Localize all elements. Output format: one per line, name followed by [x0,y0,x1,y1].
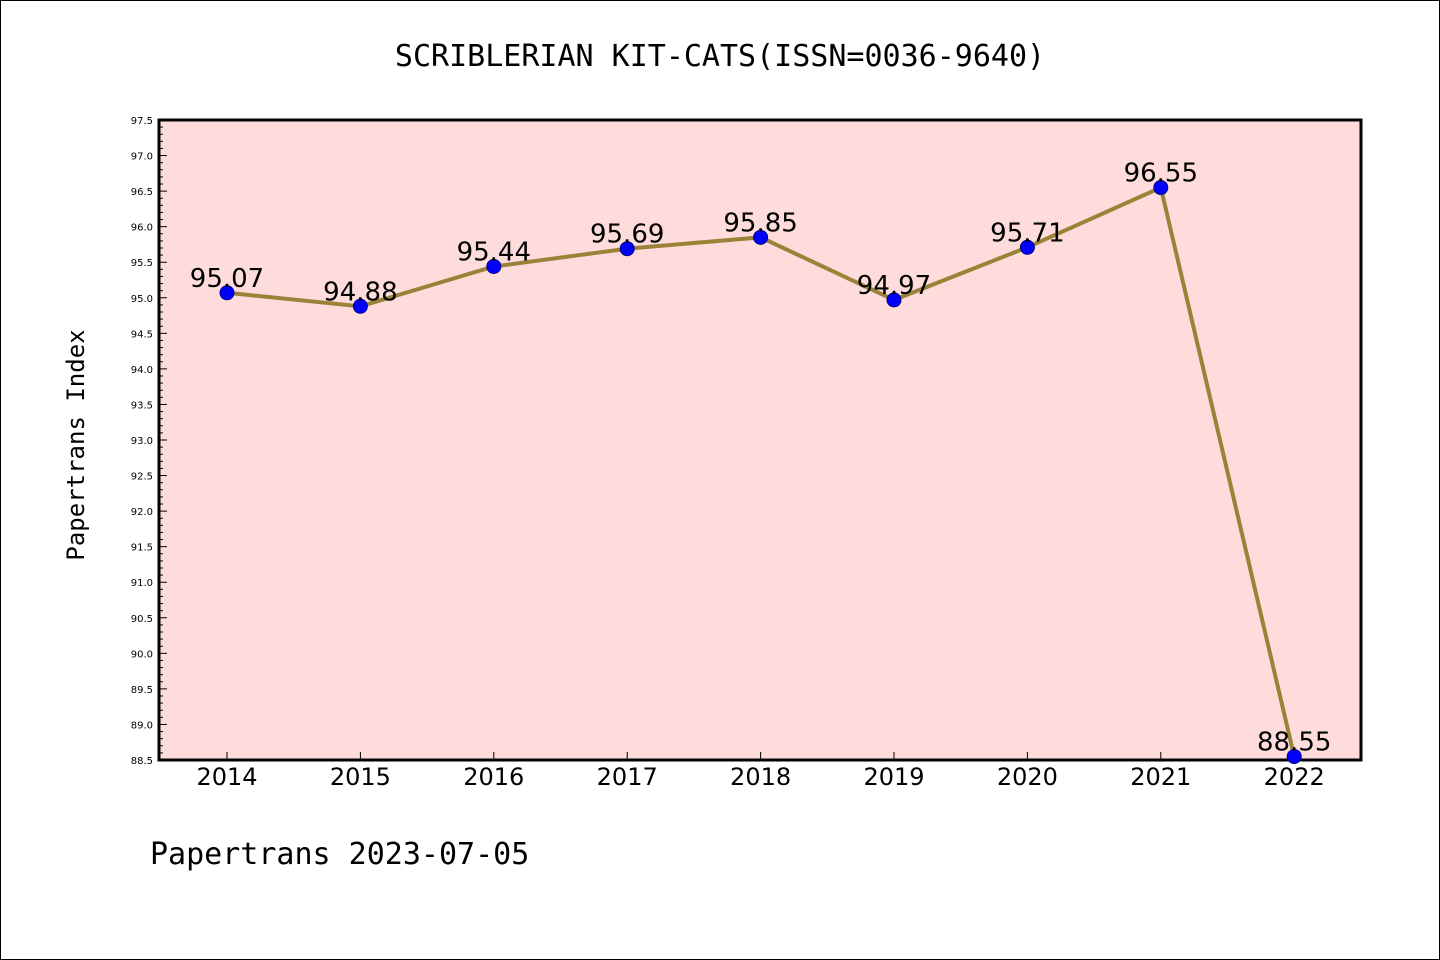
y-tick-label: 97.0 [131,152,153,163]
data-label: 94.88 [323,277,397,307]
y-tick-label: 92.0 [131,507,153,518]
y-tick-label: 93.5 [131,400,153,411]
y-tick-label: 91.5 [131,543,153,554]
y-tick-label: 88.5 [131,756,153,767]
y-tick-label: 90.5 [131,614,153,625]
data-point [753,229,769,245]
data-point [352,298,368,314]
y-tick-label: 95.5 [131,258,153,269]
y-tick-label: 94.0 [131,365,153,376]
y-tick-label: 91.0 [131,578,153,589]
data-label: 94.97 [857,271,931,301]
data-point [1286,748,1302,764]
x-tick-label: 2014 [196,763,257,791]
data-label: 95.44 [457,237,531,267]
x-tick-label: 2017 [597,763,658,791]
data-label: 95.69 [590,220,664,250]
data-label: 95.71 [990,218,1064,248]
x-tick-label: 2021 [1130,763,1191,791]
data-point [1019,239,1035,255]
y-tick-label: 89.0 [131,720,153,731]
data-label: 95.07 [190,264,264,294]
data-point [619,241,635,257]
y-tick-label: 96.5 [131,187,153,198]
data-labels: 95.07 94.88 95.44 95.69 95.85 94.97 95.71 96.55… [190,159,1332,758]
x-tick-label: 2016 [463,763,524,791]
y-tick-label: 90.0 [131,649,153,660]
chart-title: SCRIBLERIAN KIT-CATS(ISSN=0036-9640) [395,39,1045,74]
x-tick-label: 2020 [997,763,1058,791]
y-tick-label: 97.5 [131,116,153,127]
y-tick-label: 94.5 [131,329,153,340]
plot-area [157,118,1363,762]
x-axis: 2014 2015 2016 2017 2018 2019 2020 2021 2022 [196,752,1325,791]
data-markers [219,180,1302,764]
x-tick-label: 2018 [730,763,791,791]
data-label: 88.55 [1257,727,1331,757]
data-point [886,292,902,308]
x-tick-label: 2022 [1264,763,1325,791]
y-axis: 88.5 89.0 89.5 90.0 90.5 91.0 91.5 92.0 92.5 93.0… [131,116,167,767]
data-label: 95.85 [723,208,797,238]
y-tick-label: 89.5 [131,685,153,696]
data-point [1153,180,1169,196]
footer-date: Papertrans 2023-07-05 [150,837,529,872]
x-tick-label: 2015 [330,763,391,791]
data-label: 96.55 [1124,159,1198,189]
data-point [486,258,502,274]
y-tick-label: 92.5 [131,472,153,483]
y-axis-label: Papertrans Index [62,329,90,560]
y-tick-label: 93.0 [131,436,153,447]
y-tick-label: 95.0 [131,294,153,305]
data-point [219,285,235,301]
x-tick-label: 2019 [863,763,924,791]
y-tick-label: 96.0 [131,223,153,234]
